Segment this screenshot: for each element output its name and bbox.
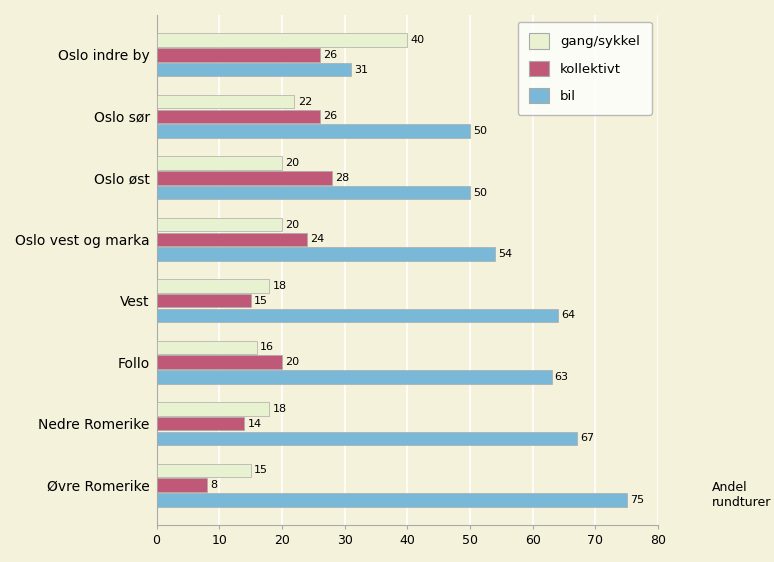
Text: 63: 63 — [555, 372, 569, 382]
Bar — [156, 478, 207, 492]
Text: 75: 75 — [630, 495, 644, 505]
Text: 14: 14 — [248, 419, 262, 429]
Legend: gang/sykkel, kollektivt, bil: gang/sykkel, kollektivt, bil — [518, 21, 652, 115]
Bar — [156, 464, 251, 477]
Text: 50: 50 — [473, 188, 487, 198]
Text: 18: 18 — [272, 404, 286, 414]
Bar — [156, 186, 470, 200]
Text: 67: 67 — [580, 433, 594, 443]
Bar — [156, 432, 577, 445]
Text: 24: 24 — [310, 234, 324, 244]
Text: 18: 18 — [272, 281, 286, 291]
Text: 22: 22 — [298, 97, 312, 107]
Text: 28: 28 — [335, 173, 350, 183]
Text: 8: 8 — [210, 480, 217, 490]
Bar — [156, 417, 245, 430]
Bar — [156, 233, 307, 246]
Bar — [156, 402, 269, 416]
Bar — [156, 33, 407, 47]
Bar — [156, 171, 332, 184]
Text: 20: 20 — [285, 158, 300, 168]
Text: 26: 26 — [323, 50, 337, 60]
Text: 31: 31 — [354, 65, 368, 75]
Text: 16: 16 — [260, 342, 274, 352]
Bar — [156, 95, 294, 108]
Bar — [156, 341, 257, 354]
Bar — [156, 279, 269, 293]
Bar — [156, 217, 282, 232]
Bar — [156, 156, 282, 170]
Text: 26: 26 — [323, 111, 337, 121]
Bar — [156, 370, 552, 384]
Text: 50: 50 — [473, 126, 487, 136]
Bar — [156, 294, 251, 307]
Text: 15: 15 — [254, 296, 268, 306]
Bar — [156, 63, 351, 76]
Bar — [156, 110, 320, 123]
Text: 20: 20 — [285, 357, 300, 367]
Bar — [156, 309, 558, 322]
Bar — [156, 48, 320, 62]
Text: 40: 40 — [410, 35, 425, 45]
Bar — [156, 355, 282, 369]
Bar — [156, 247, 495, 261]
Text: 20: 20 — [285, 220, 300, 229]
Text: 54: 54 — [498, 249, 512, 259]
Text: 15: 15 — [254, 465, 268, 475]
Text: 64: 64 — [561, 310, 575, 320]
Text: Andel
rundturer: Andel rundturer — [712, 481, 772, 509]
Bar — [156, 493, 627, 506]
Bar — [156, 124, 470, 138]
